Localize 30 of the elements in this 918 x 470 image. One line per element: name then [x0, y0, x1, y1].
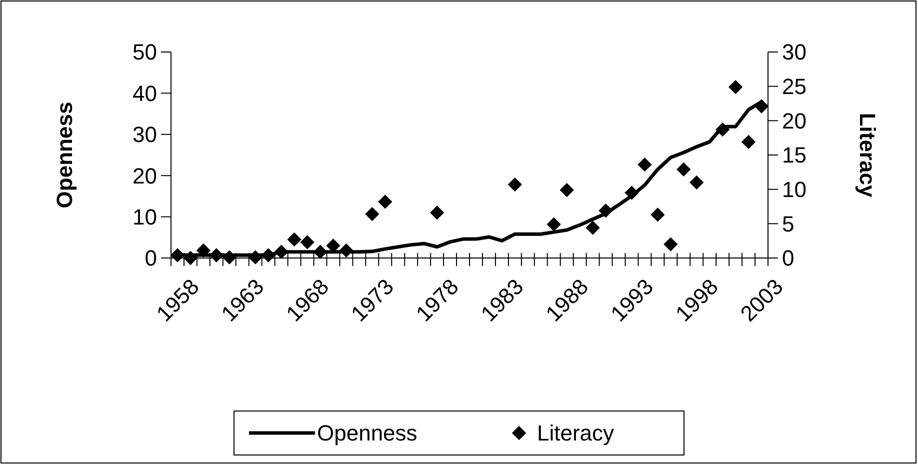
y2-tick-label: 0: [782, 246, 794, 271]
legend-label: Literacy: [537, 420, 614, 446]
y2-axis-title: Literacy: [855, 112, 880, 198]
point: [339, 243, 354, 258]
y-tick-label: 40: [132, 80, 157, 106]
y-tick-label: 20: [132, 163, 157, 188]
y-tick-label: 50: [132, 40, 157, 65]
y2-tick-label: 25: [782, 74, 806, 100]
point: [586, 220, 600, 235]
y2-tick-label: 30: [782, 40, 806, 65]
point: [716, 122, 730, 137]
y2-tick-label: 5: [782, 211, 794, 236]
point: [300, 235, 314, 250]
point: [624, 186, 639, 200]
point: [598, 204, 613, 218]
y-tick-label: 30: [132, 122, 157, 148]
legend-label: Openness: [317, 420, 418, 446]
y-tick-label: 10: [132, 204, 157, 230]
y2-tick-label: 15: [782, 142, 806, 168]
y2-tick-label: 10: [782, 177, 806, 202]
point: [183, 250, 198, 266]
point: [546, 217, 561, 232]
y-axis-title: Openness: [52, 102, 77, 208]
y-tick-label: 0: [144, 246, 157, 271]
y2-tick-label: 20: [782, 108, 806, 134]
point: [754, 99, 769, 114]
point: [638, 158, 652, 172]
point: [222, 250, 236, 264]
point: [248, 250, 262, 264]
point: [313, 244, 328, 259]
